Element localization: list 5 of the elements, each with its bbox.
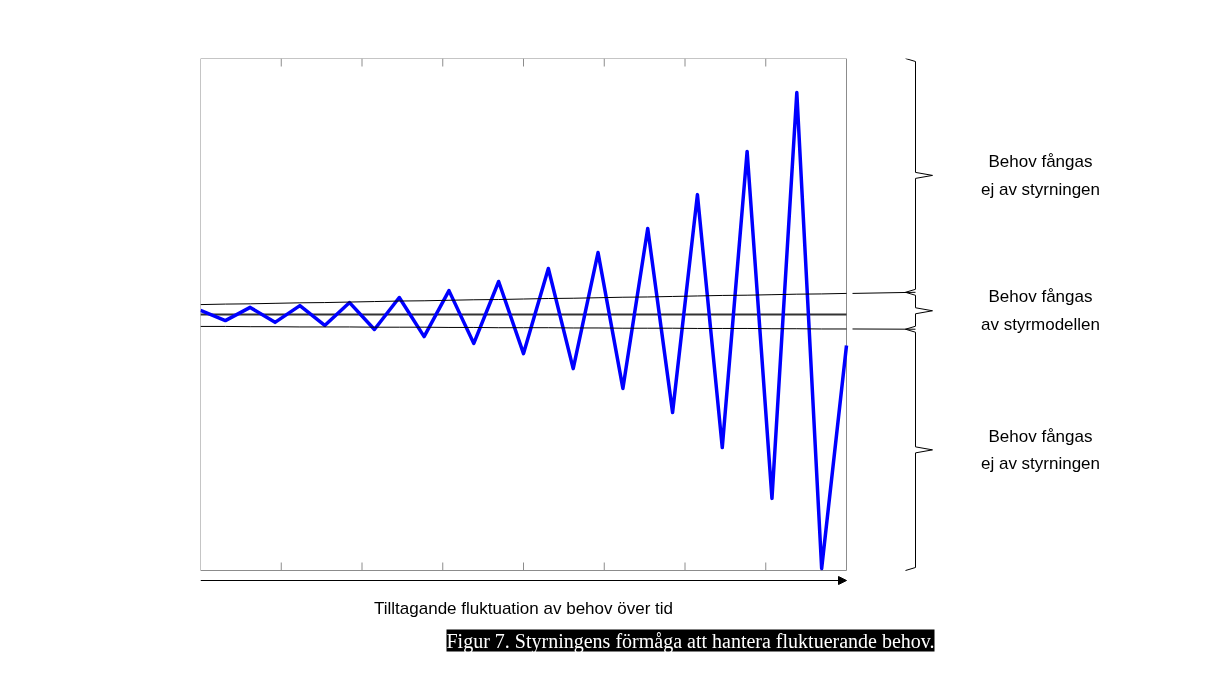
text: Behov fångas ej av styrningen <box>980 152 1101 199</box>
text: Figur 7. Styrningens förmåga att hantera fluktuerande behov. <box>446 629 935 653</box>
text: Behov fångas ej av styrningen <box>980 426 1101 474</box>
x-axis-title: Tilltagande fluktuation av behov över tid <box>374 599 673 618</box>
text: Behov fångas av styrmodellen <box>980 287 1101 335</box>
